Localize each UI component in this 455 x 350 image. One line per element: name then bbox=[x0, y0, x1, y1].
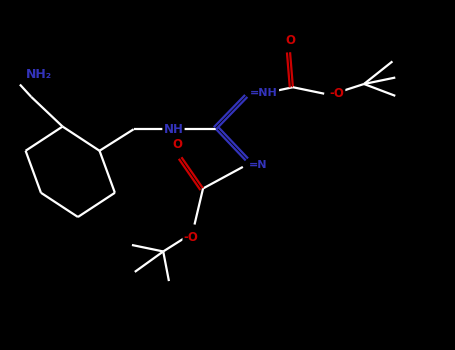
Text: NH: NH bbox=[163, 123, 183, 136]
Text: =N: =N bbox=[248, 160, 267, 170]
Text: -O: -O bbox=[329, 87, 344, 100]
Text: -O: -O bbox=[184, 231, 198, 244]
Text: NH₂: NH₂ bbox=[25, 68, 52, 81]
Text: O: O bbox=[172, 138, 182, 151]
Text: =NH: =NH bbox=[250, 88, 278, 98]
Text: O: O bbox=[285, 34, 295, 47]
